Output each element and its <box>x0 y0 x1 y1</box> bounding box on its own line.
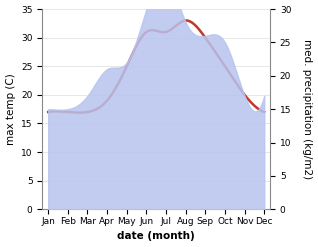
Y-axis label: max temp (C): max temp (C) <box>5 73 16 145</box>
X-axis label: date (month): date (month) <box>117 231 195 242</box>
Y-axis label: med. precipitation (kg/m2): med. precipitation (kg/m2) <box>302 39 313 179</box>
